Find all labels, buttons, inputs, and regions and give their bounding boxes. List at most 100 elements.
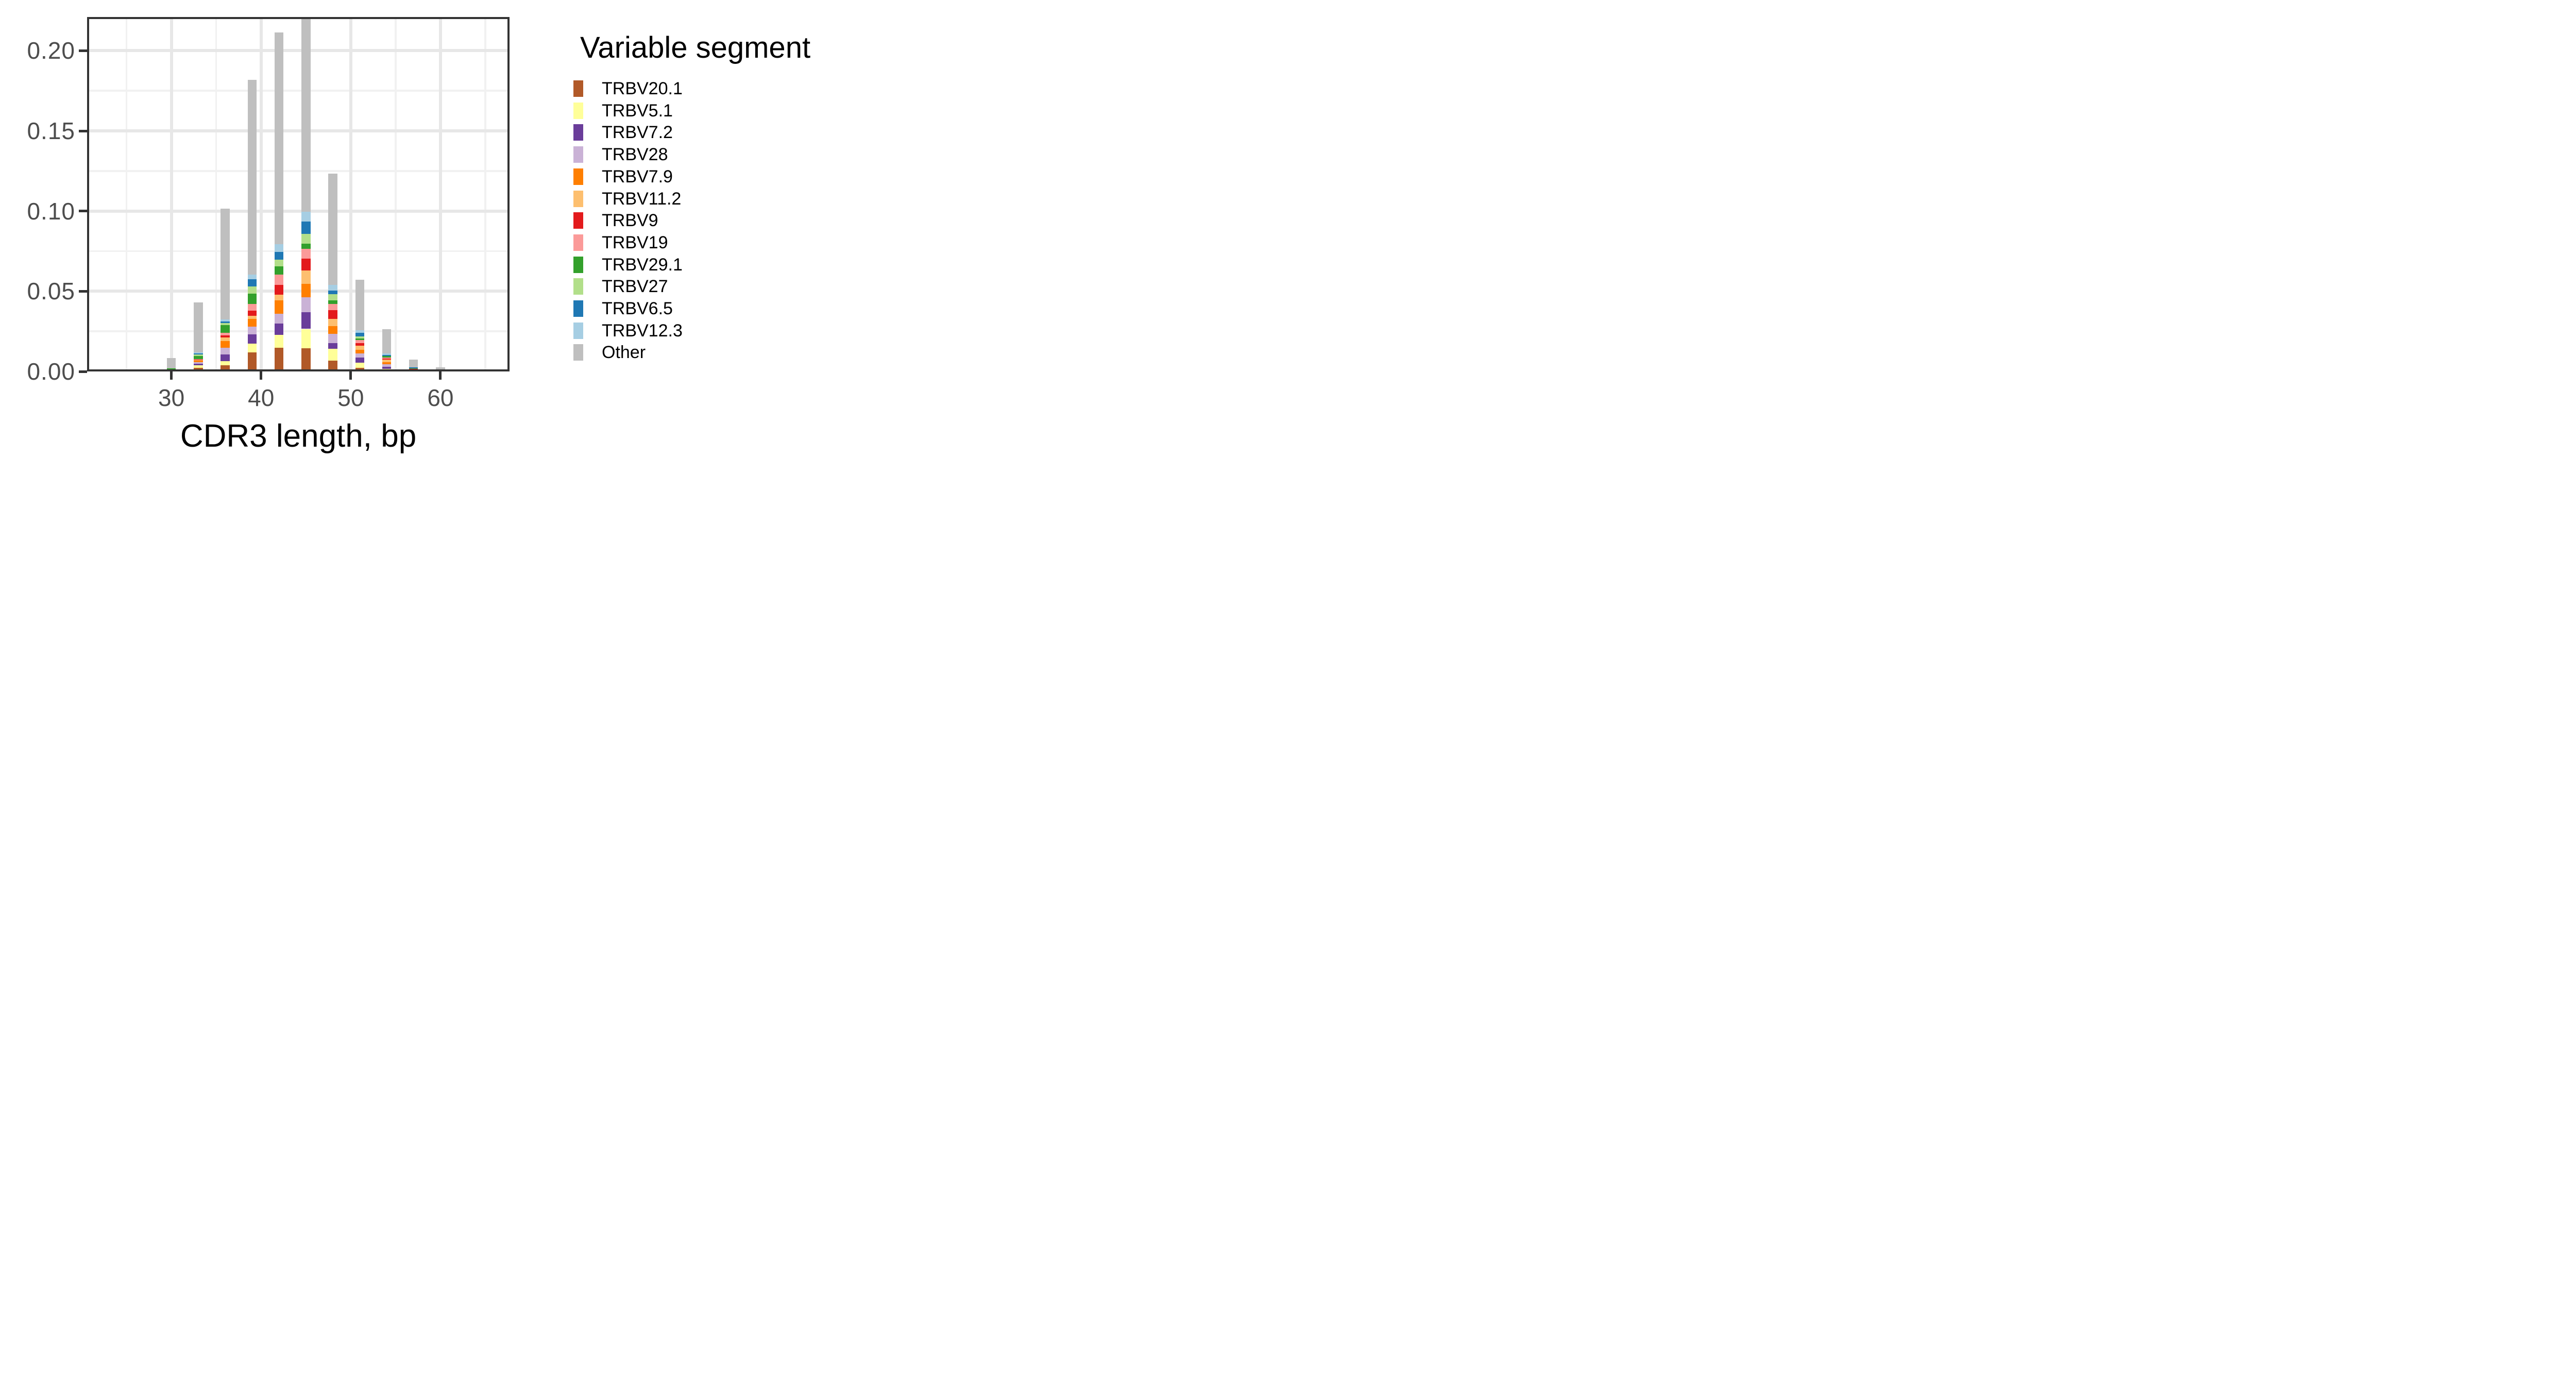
- bar-segment-trbv112-len30: [166, 369, 176, 370]
- x-tick-mark: [170, 371, 173, 380]
- legend: Variable segment TRBV20.1 TRBV5.1 TRBV7.2 T…: [573, 0, 862, 464]
- bar-segment-trbv112-len42: [274, 294, 284, 300]
- bar-segment-trbv291-len60: [436, 370, 445, 371]
- legend-item-trbv72: TRBV7.2: [573, 122, 862, 143]
- gridline-y-minor: [87, 90, 510, 92]
- x-axis-title: CDR3 length, bp: [180, 418, 417, 454]
- gridline-x-major: [170, 17, 173, 371]
- legend-title: Variable segment: [580, 31, 811, 64]
- legend-swatch: [573, 168, 583, 185]
- bar-segment-trbv123-len39: [247, 275, 257, 280]
- legend-item-trbv9: TRBV9: [573, 210, 862, 231]
- bar-segment-other-len54: [382, 329, 392, 354]
- legend-swatch: [573, 234, 583, 251]
- bar-segment-other-len33: [194, 302, 203, 352]
- bar-segment-trbv123-len42: [274, 244, 284, 252]
- legend-item-trbv27: TRBV27: [573, 276, 862, 297]
- bar-segment-trbv19-len39: [247, 304, 257, 311]
- legend-item-other: Other: [573, 342, 862, 363]
- bar-segment-other-len42: [274, 32, 284, 245]
- bar-segment-other-len39: [247, 80, 257, 275]
- bar-segment-trbv291-len45: [301, 243, 311, 249]
- bar-segment-trbv79-len48: [328, 326, 337, 334]
- legend-swatch: [573, 256, 583, 273]
- bar-segment-trbv51-len36: [221, 361, 230, 365]
- bar-segment-trbv65-len45: [301, 221, 311, 234]
- legend-label: Other: [602, 343, 646, 363]
- bar-segment-trbv291-len42: [274, 266, 284, 275]
- bar-segment-trbv27-len45: [301, 233, 311, 244]
- legend-item-trbv51: TRBV5.1: [573, 100, 862, 122]
- gridline-y-major: [87, 129, 510, 133]
- bar-segment-trbv28-len45: [301, 297, 311, 312]
- bar-segment-trbv291-len48: [328, 300, 337, 304]
- bar-segment-trbv51-len48: [328, 349, 337, 361]
- bar-segment-trbv201-len51: [355, 367, 364, 371]
- x-tick-label: 60: [427, 384, 454, 411]
- x-tick-label: 50: [337, 384, 364, 411]
- gridline-x-minor: [215, 17, 217, 371]
- bar-segment-trbv51-len51: [355, 363, 364, 368]
- bar-segment-trbv79-len30: [166, 369, 176, 371]
- legend-label: TRBV9: [602, 211, 658, 231]
- legend-label: TRBV6.5: [602, 299, 673, 318]
- y-tick-label: 0.10: [27, 197, 75, 225]
- bar-segment-trbv79-len36: [221, 341, 230, 348]
- bar-segment-other-len30: [166, 358, 176, 369]
- bar-segment-trbv28-len48: [328, 333, 337, 343]
- bar-segment-other-len48: [328, 173, 337, 285]
- bar-segment-other-len36: [221, 209, 230, 320]
- bar-segment-trbv65-len39: [247, 279, 257, 286]
- legend-swatch: [573, 102, 583, 119]
- bar-segment-trbv9-len39: [247, 311, 257, 316]
- bar-segment-trbv72-len33: [194, 364, 203, 366]
- bar-segment-trbv201-len30: [166, 370, 176, 371]
- bar-segment-trbv201-len39: [247, 352, 257, 371]
- bar-segment-trbv19-len48: [328, 303, 337, 310]
- bar-segment-trbv79-len33: [194, 361, 203, 362]
- bar-segment-trbv51-len33: [194, 365, 203, 368]
- legend-label: TRBV7.2: [602, 123, 673, 143]
- legend-swatch: [573, 322, 583, 339]
- bar-segment-trbv27-len33: [194, 354, 203, 357]
- bar-segment-trbv72-len39: [247, 334, 257, 344]
- bar-segment-trbv65-len51: [355, 333, 364, 336]
- legend-label: TRBV29.1: [602, 255, 683, 275]
- x-tick-label: 40: [248, 384, 275, 411]
- gridline-y-major: [87, 290, 510, 293]
- legend-item-trbv291: TRBV29.1: [573, 254, 862, 276]
- legend-label: TRBV12.3: [602, 320, 683, 341]
- gridline-y-minor: [87, 250, 510, 252]
- gridline-y-major: [87, 209, 510, 213]
- gridline-x-minor: [395, 17, 397, 371]
- gridline-x-major: [259, 17, 263, 371]
- y-tick-mark: [79, 49, 87, 52]
- bar-segment-trbv27-len48: [328, 294, 337, 301]
- y-tick-label: 0.20: [27, 37, 75, 64]
- bar-segment-trbv9-len57: [409, 369, 418, 370]
- bar-segment-trbv123-len51: [355, 330, 364, 333]
- bar-segment-trbv28-len39: [247, 326, 257, 334]
- bar-segment-trbv28-len36: [221, 347, 230, 354]
- y-tick-mark: [79, 210, 87, 213]
- gridline-x-major: [438, 17, 442, 371]
- bar-segment-trbv27-len42: [274, 260, 284, 267]
- bar-segment-trbv123-len48: [328, 284, 337, 291]
- bar-segment-trbv291-len33: [194, 356, 203, 360]
- bar-segment-trbv112-len39: [247, 315, 257, 319]
- bar-segment-trbv112-len54: [382, 360, 392, 362]
- bar-segment-trbv9-len51: [355, 343, 364, 346]
- bar-segment-trbv123-len45: [301, 212, 311, 222]
- legend-swatch: [573, 344, 583, 361]
- bar-segment-trbv291-len39: [247, 293, 257, 304]
- bar-segment-trbv9-len48: [328, 310, 337, 319]
- legend-item-trbv201: TRBV20.1: [573, 78, 862, 99]
- legend-item-trbv19: TRBV19: [573, 232, 862, 253]
- bar-segment-trbv28-len54: [382, 364, 392, 367]
- bar-segment-other-len51: [355, 279, 364, 331]
- legend-swatch: [573, 190, 583, 207]
- bar-segment-trbv27-len36: [221, 323, 230, 326]
- bar-segment-other-len45: [301, 17, 311, 212]
- x-tick-label: 30: [158, 384, 185, 411]
- bar-segment-trbv27-len39: [247, 286, 257, 294]
